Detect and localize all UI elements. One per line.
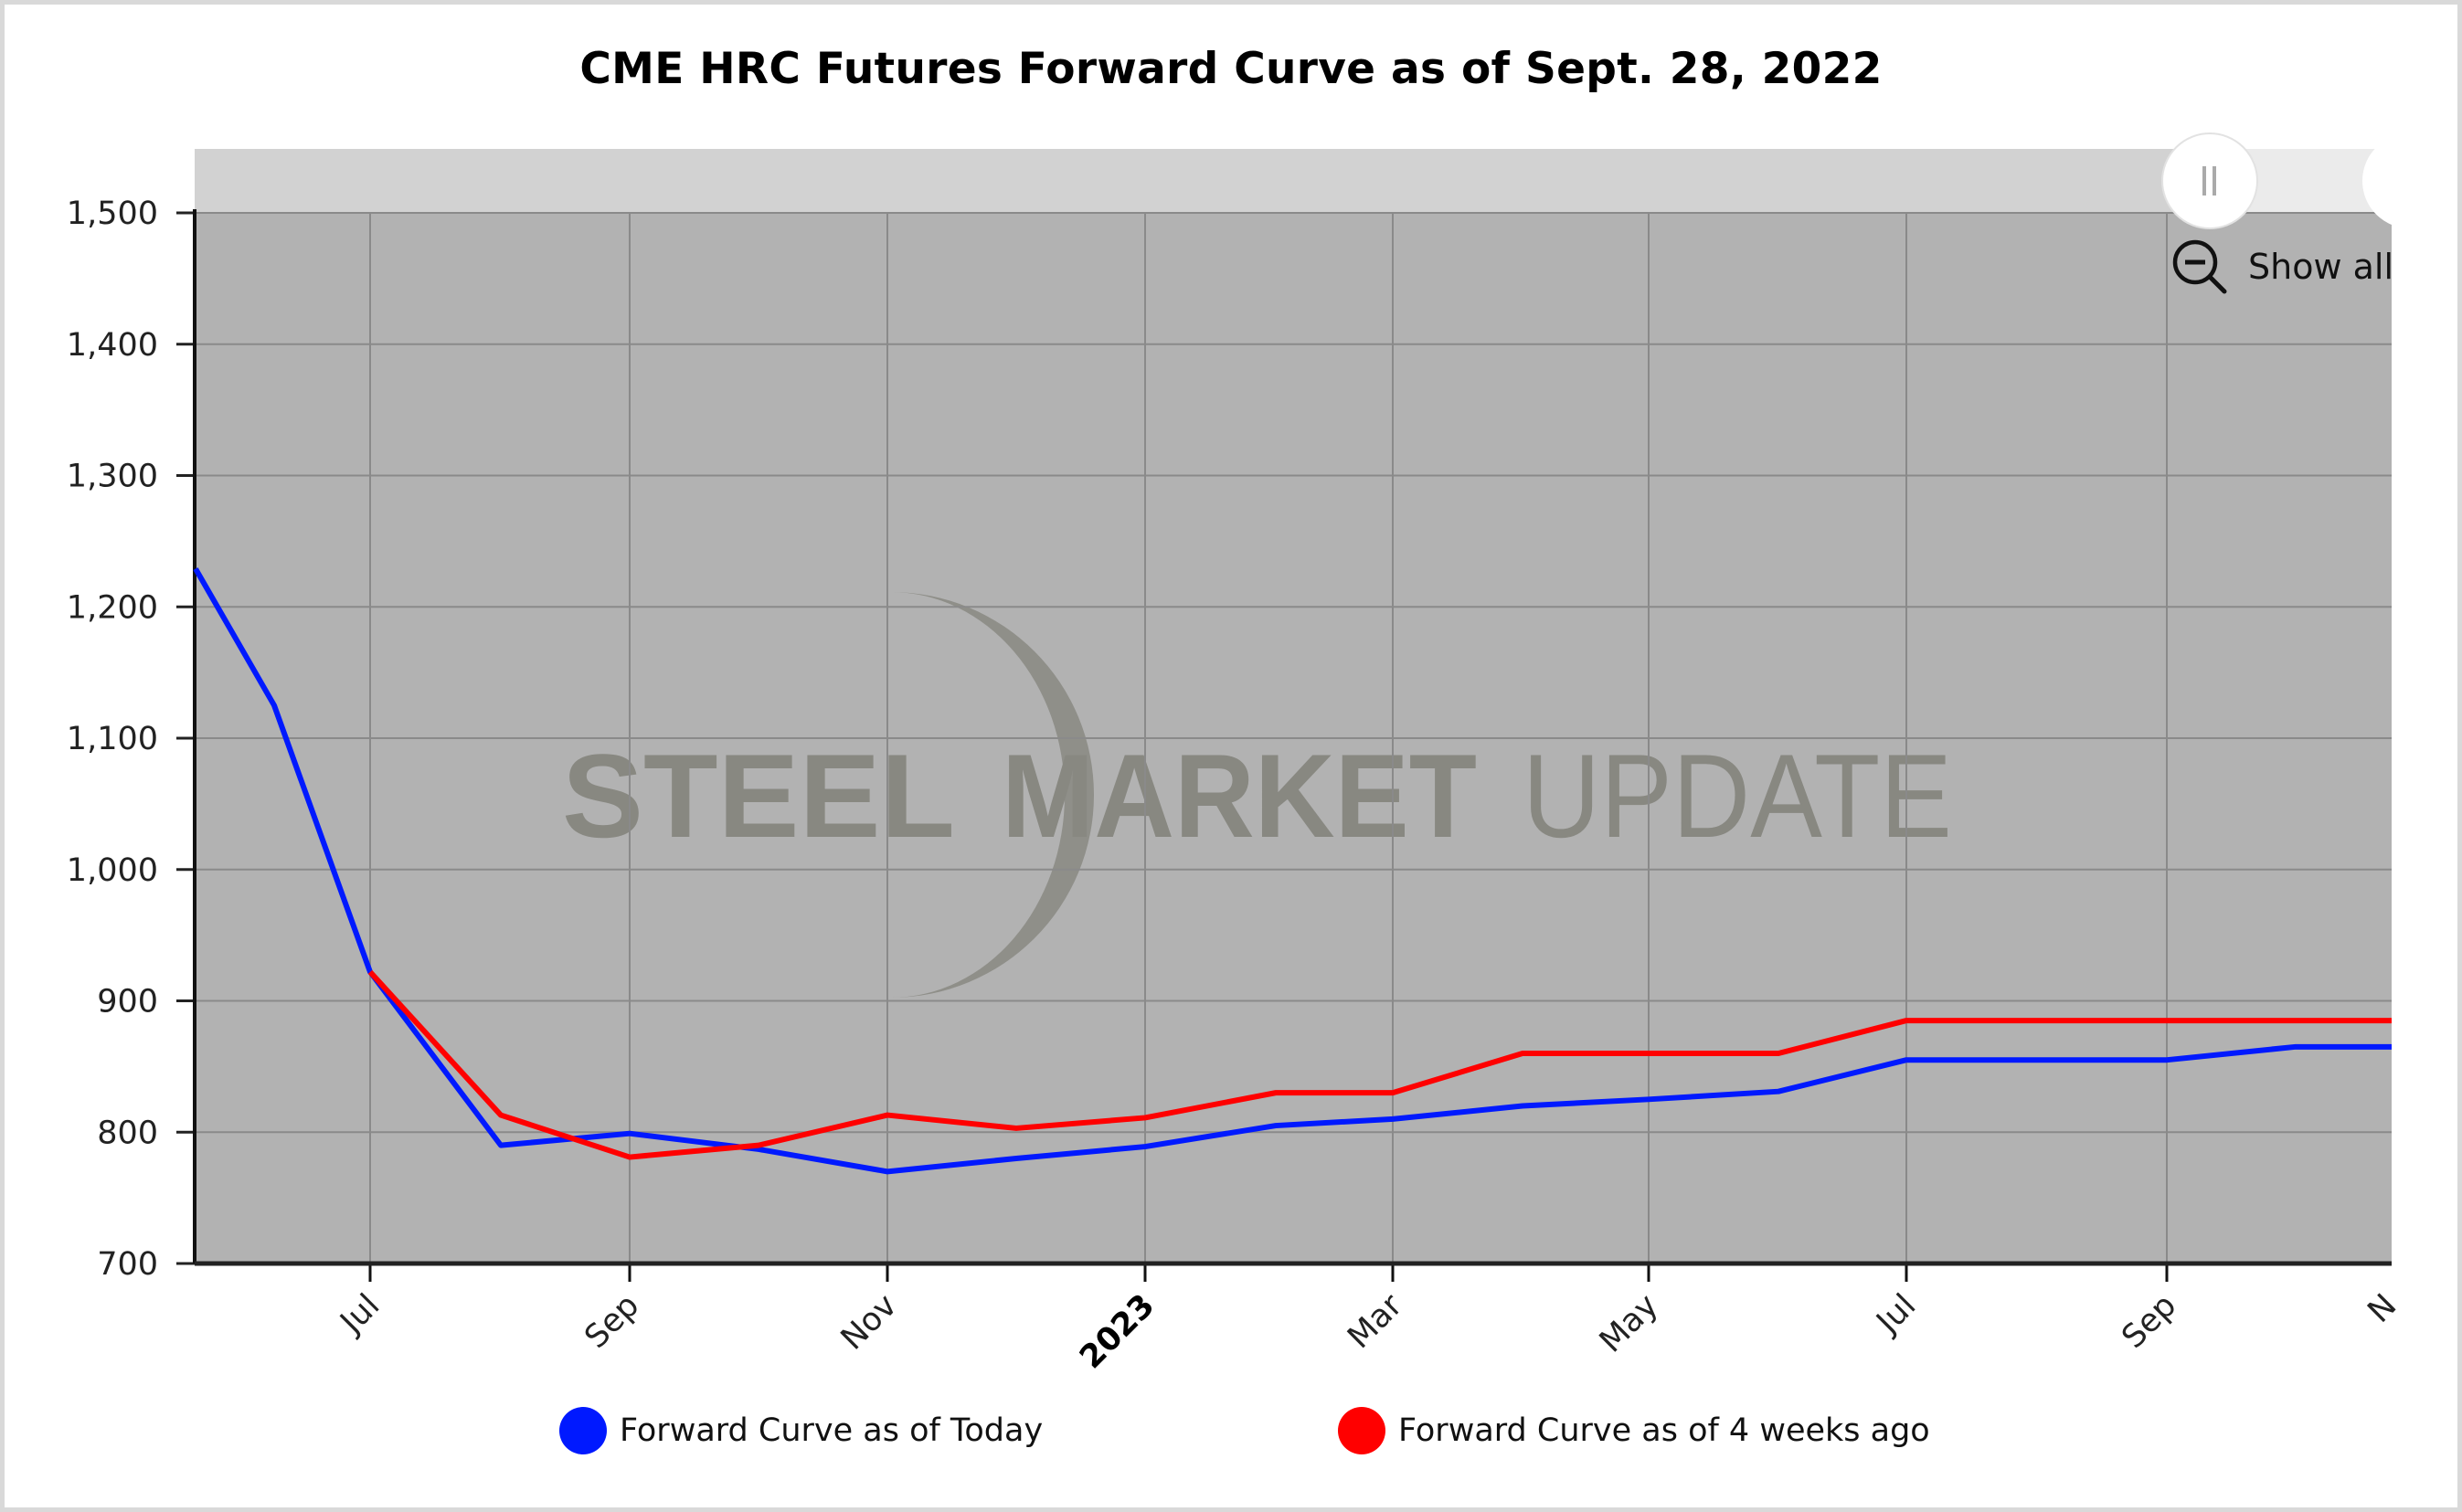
y-tick-label: 1,300 [67,459,158,495]
x-tick-label-year: 2023 [1073,1287,1162,1376]
series-line-today[interactable] [193,567,2392,1175]
x-tick-label: N [2361,1287,2404,1330]
y-tick-label: 1,200 [67,589,158,626]
watermark-word-update: UPDATE [1523,729,1952,862]
y-tick-label: 1,100 [67,721,158,757]
x-tick-label: Jul [333,1287,387,1342]
watermark-word-market: MARKET [1002,729,1477,862]
zoom-out-icon [2172,239,2227,294]
y-tick-label: 1,000 [67,852,158,889]
legend-item-today[interactable]: Forward Curve as of Today [559,1407,1043,1454]
x-tick-label: Sep [2115,1287,2183,1356]
legend-dot-today-icon [559,1407,607,1454]
x-tick-label: Jul [1869,1287,1924,1342]
range-scrollbar-track[interactable] [195,149,2392,213]
x-tick-label: May [1593,1287,1665,1359]
x-tick-label: Nov [834,1287,905,1358]
range-handle-right[interactable] [2362,137,2392,225]
series-lines [193,567,2392,1175]
show-all-button[interactable]: Show all [2171,239,2393,294]
show-all-label: Show all [2248,247,2394,287]
chart-title: CME HRC Futures Forward Curve as of Sept… [579,44,1883,94]
x-tick-label: Sep [578,1287,646,1356]
x-tick-label: Mar [1341,1287,1409,1356]
legend-item-4-weeks-ago[interactable]: Forward Curve as of 4 weeks ago [1338,1407,1930,1454]
y-tick-label: 800 [97,1115,158,1151]
watermark-crescent-icon [891,592,1094,998]
legend-label-today: Forward Curve as of Today [620,1412,1044,1449]
legend-dot-4-weeks-ago-icon [1338,1407,1385,1454]
y-tick-label: 1,400 [67,327,158,364]
series-line-4-weeks-ago[interactable] [367,969,2392,1160]
range-handle-left[interactable] [2161,132,2258,229]
y-tick-label: 700 [97,1246,158,1283]
legend-label-4-weeks-ago: Forward Curve as of 4 weeks ago [1398,1412,1930,1449]
watermark-word-steel: STEEL [562,729,955,862]
legend: Forward Curve as of Today Forward Curve … [0,1407,2462,1454]
y-tick-label: 1,500 [67,196,158,232]
watermark-logo: STEEL MARKET UPDATE [562,592,1952,998]
y-tick-label: 900 [97,984,158,1020]
